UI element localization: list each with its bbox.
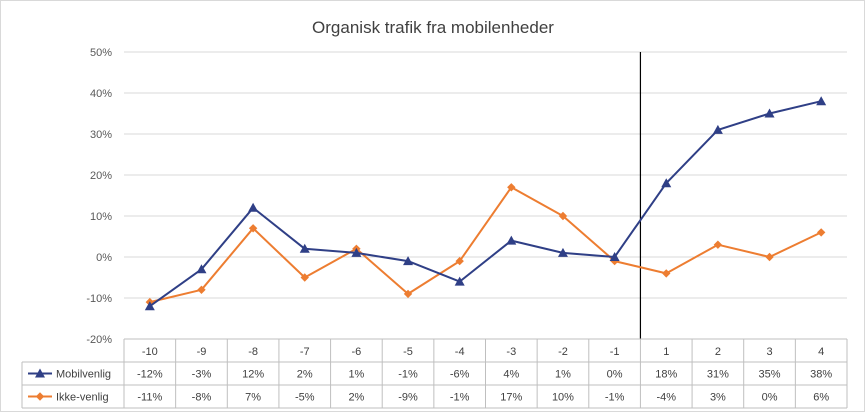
y-tick-label: 20% bbox=[90, 170, 112, 182]
data-point bbox=[764, 108, 775, 118]
series-line-ikke-venlig bbox=[149, 186, 822, 304]
data-label: 7% bbox=[245, 392, 261, 404]
x-tick-label: -7 bbox=[300, 346, 310, 358]
data-point bbox=[661, 178, 672, 188]
data-label: 35% bbox=[759, 369, 781, 381]
x-tick-label: -2 bbox=[558, 346, 568, 358]
data-point bbox=[712, 124, 723, 134]
data-point bbox=[816, 228, 826, 237]
data-point bbox=[144, 301, 155, 311]
data-label: -5% bbox=[295, 392, 315, 404]
y-tick-label: 30% bbox=[90, 129, 112, 141]
data-label: -1% bbox=[398, 369, 418, 381]
data-label: -12% bbox=[137, 369, 163, 381]
y-tick-label: 50% bbox=[90, 47, 112, 59]
data-label: 38% bbox=[810, 369, 832, 381]
data-point bbox=[35, 392, 45, 401]
data-point bbox=[35, 368, 45, 378]
data-table: -10 -9 -8 -7 -6 -5 -4 -3 -2 -1 1 2 3 4 Mobilvenlig -12%… bbox=[21, 338, 848, 409]
data-point bbox=[609, 252, 620, 261]
y-tick-label: 10% bbox=[90, 211, 112, 223]
series-line-mobilvenlig bbox=[149, 100, 822, 308]
data-point bbox=[558, 211, 568, 221]
data-label: -3% bbox=[192, 369, 212, 381]
data-label: -1% bbox=[450, 392, 470, 404]
x-tick-label: 2 bbox=[715, 346, 721, 358]
data-point bbox=[351, 247, 362, 257]
data-label: 0% bbox=[762, 392, 778, 404]
y-tick-label: 40% bbox=[90, 88, 112, 100]
data-point bbox=[300, 273, 309, 282]
data-label: 2% bbox=[297, 369, 313, 381]
data-point bbox=[248, 224, 258, 233]
data-label: 10% bbox=[552, 392, 574, 404]
x-tick-label: 4 bbox=[818, 346, 824, 358]
data-point bbox=[557, 247, 568, 257]
data-label: 31% bbox=[707, 369, 729, 381]
data-point bbox=[765, 252, 774, 262]
data-point bbox=[455, 256, 464, 266]
y-tick-label: 0% bbox=[96, 252, 112, 264]
data-label: -8% bbox=[192, 392, 212, 404]
data-point bbox=[713, 240, 723, 249]
legend-label: Mobilvenlig bbox=[56, 369, 111, 381]
data-label: -9% bbox=[398, 392, 418, 404]
x-tick-label: -10 bbox=[142, 346, 158, 358]
x-tick-label: -5 bbox=[403, 346, 413, 358]
data-point bbox=[507, 183, 516, 192]
data-label: 4% bbox=[503, 369, 519, 381]
chart-title: Organisk trafik fra mobilenheder bbox=[312, 18, 554, 37]
data-label: -6% bbox=[450, 369, 470, 381]
x-tick-label: 3 bbox=[766, 346, 772, 358]
x-tick-label: -6 bbox=[352, 346, 362, 358]
series-lines bbox=[144, 96, 827, 311]
data-point bbox=[662, 269, 671, 278]
x-tick-label: -3 bbox=[506, 346, 516, 358]
data-label: 18% bbox=[655, 369, 677, 381]
legend-label: Ikke-venlig bbox=[56, 392, 109, 404]
data-label: 12% bbox=[242, 369, 264, 381]
data-point bbox=[248, 202, 259, 212]
y-axis-ticks: -20% -10% 0% 10% 20% 30% 40% 50% bbox=[86, 47, 112, 346]
data-point bbox=[403, 289, 413, 299]
data-label: 1% bbox=[348, 369, 364, 381]
data-point bbox=[197, 285, 206, 294]
data-label: 1% bbox=[555, 369, 571, 381]
data-label: 2% bbox=[348, 392, 364, 404]
data-point bbox=[506, 235, 517, 245]
data-label: -11% bbox=[137, 392, 162, 404]
data-label: 3% bbox=[710, 392, 726, 404]
grid-lines bbox=[124, 51, 847, 340]
data-point bbox=[816, 96, 827, 106]
x-tick-label: -9 bbox=[197, 346, 207, 358]
data-label: 6% bbox=[813, 392, 829, 404]
data-label: 0% bbox=[607, 369, 623, 381]
data-point bbox=[196, 264, 207, 274]
data-label: 17% bbox=[500, 392, 522, 404]
x-tick-label: -4 bbox=[455, 346, 465, 358]
data-point bbox=[299, 243, 310, 253]
x-tick-label: -8 bbox=[248, 346, 258, 358]
x-tick-label: -1 bbox=[610, 346, 620, 358]
x-tick-label: 1 bbox=[663, 346, 669, 358]
data-label: -4% bbox=[656, 392, 676, 404]
y-tick-label: -20% bbox=[86, 334, 112, 346]
y-tick-label: -10% bbox=[86, 293, 112, 305]
data-point bbox=[454, 276, 465, 286]
data-point bbox=[403, 256, 414, 266]
data-label: -1% bbox=[605, 392, 625, 404]
